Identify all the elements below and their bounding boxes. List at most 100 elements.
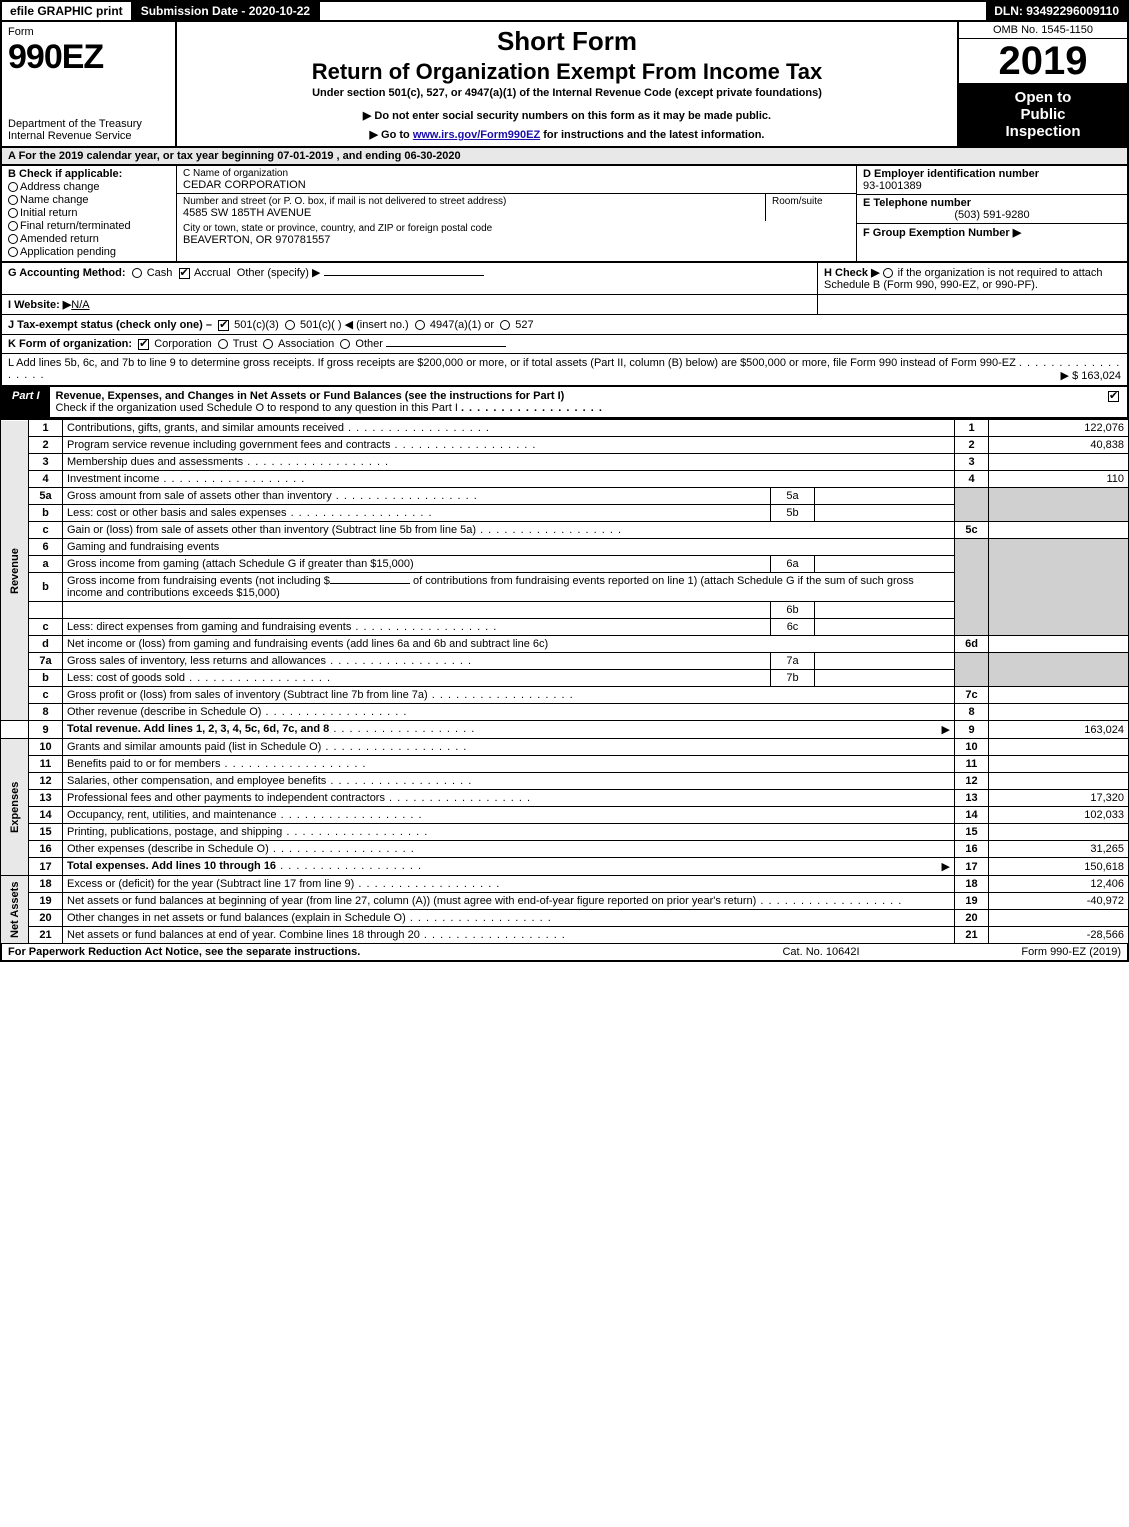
footer-form: Form 990-EZ (2019)	[921, 946, 1121, 958]
c-city-label: City or town, state or province, country…	[183, 223, 850, 234]
line-g: G Accounting Method: Cash Accrual Other …	[2, 263, 817, 294]
meta-rows: G Accounting Method: Cash Accrual Other …	[0, 263, 1129, 387]
chk-final-return[interactable]: Final return/terminated	[8, 220, 170, 232]
line5a-desc: Gross amount from sale of assets other t…	[67, 490, 332, 502]
footer-left: For Paperwork Reduction Act Notice, see …	[8, 946, 721, 958]
line15-val	[989, 824, 1129, 841]
irs-link[interactable]: www.irs.gov/Form990EZ	[413, 129, 540, 141]
chk-trust[interactable]	[218, 339, 228, 349]
line6c-desc: Less: direct expenses from gaming and fu…	[67, 621, 351, 633]
dln-label: DLN: 93492296009110	[986, 2, 1127, 20]
ein-value: 93-1001389	[863, 180, 1121, 192]
line13-val: 17,320	[989, 790, 1129, 807]
chk-4947[interactable]	[415, 320, 425, 330]
line20-val	[989, 910, 1129, 927]
chk-accrual[interactable]	[179, 268, 190, 279]
line5b-desc: Less: cost or other basis and sales expe…	[67, 507, 287, 519]
c-addr-label: Number and street (or P. O. box, if mail…	[183, 196, 759, 207]
telephone-value: (503) 591-9280	[863, 209, 1121, 221]
line21-desc: Net assets or fund balances at end of ye…	[67, 929, 420, 941]
line9-val: 163,024	[989, 721, 1129, 739]
chk-association[interactable]	[263, 339, 273, 349]
dept-irs: Internal Revenue Service	[8, 130, 169, 142]
line6b-val	[815, 602, 955, 619]
line5b-val	[815, 505, 955, 522]
chk-other-org[interactable]	[340, 339, 350, 349]
gross-receipts: ▶ $ 163,024	[1061, 369, 1121, 382]
line6a-val	[815, 556, 955, 573]
chk-amended-return[interactable]: Amended return	[8, 233, 170, 245]
line1-no: 1	[29, 420, 63, 437]
line7a-val	[815, 653, 955, 670]
column-d-e-f: D Employer identification number 93-1001…	[857, 166, 1127, 261]
website-value: N/A	[71, 299, 89, 311]
line6d-val	[989, 636, 1129, 653]
chk-application-pending[interactable]: Application pending	[8, 246, 170, 258]
line14-desc: Occupancy, rent, utilities, and maintena…	[67, 809, 277, 821]
chk-501c[interactable]	[285, 320, 295, 330]
line6-desc: Gaming and fundraising events	[63, 539, 955, 556]
line16-val: 31,265	[989, 841, 1129, 858]
line10-desc: Grants and similar amounts paid (list in…	[67, 741, 321, 753]
line7b-val	[815, 670, 955, 687]
chk-h[interactable]	[883, 268, 893, 278]
line-j: J Tax-exempt status (check only one) – 5…	[2, 315, 1127, 334]
radio-cash[interactable]	[132, 268, 142, 278]
form-word: Form	[8, 26, 169, 38]
chk-527[interactable]	[500, 320, 510, 330]
line11-desc: Benefits paid to or for members	[67, 758, 220, 770]
chk-part1-schedo[interactable]	[1108, 391, 1119, 402]
part1-header: Part I Revenue, Expenses, and Changes in…	[0, 387, 1129, 419]
line16-desc: Other expenses (describe in Schedule O)	[67, 843, 269, 855]
chk-corporation[interactable]	[138, 339, 149, 350]
line4-val: 110	[989, 471, 1129, 488]
tax-year: 2019	[959, 39, 1127, 83]
line-h: H Check ▶ if the organization is not req…	[817, 263, 1127, 294]
dept-treasury: Department of the Treasury	[8, 118, 169, 130]
line19-desc: Net assets or fund balances at beginning…	[67, 895, 756, 907]
line-l: L Add lines 5b, 6c, and 7b to line 9 to …	[2, 354, 1127, 385]
ssn-note: ▶ Do not enter social security numbers o…	[185, 109, 949, 122]
part1-check-note: Check if the organization used Schedule …	[56, 402, 458, 414]
chk-address-change[interactable]: Address change	[8, 181, 170, 193]
line10-val	[989, 739, 1129, 756]
chk-501c3[interactable]	[218, 320, 229, 331]
line5c-val	[989, 522, 1129, 539]
line-k: K Form of organization: Corporation Trus…	[2, 335, 1127, 353]
chk-name-change[interactable]: Name change	[8, 194, 170, 206]
line20-desc: Other changes in net assets or fund bala…	[67, 912, 406, 924]
line8-val	[989, 704, 1129, 721]
line17-val: 150,618	[989, 858, 1129, 876]
line1-val: 122,076	[989, 420, 1129, 437]
line-i: I Website: ▶N/A	[2, 295, 817, 314]
line19-val: -40,972	[989, 893, 1129, 910]
top-bar: efile GRAPHIC print Submission Date - 20…	[0, 0, 1129, 22]
line17-desc: Total expenses. Add lines 10 through 16	[67, 860, 276, 872]
page-footer: For Paperwork Reduction Act Notice, see …	[0, 944, 1129, 962]
line7c-val	[989, 687, 1129, 704]
line14-val: 102,033	[989, 807, 1129, 824]
short-form-title: Short Form	[185, 26, 949, 57]
submission-date: Submission Date - 2020-10-22	[131, 2, 320, 20]
org-name: CEDAR CORPORATION	[183, 179, 850, 191]
line9-desc: Total revenue. Add lines 1, 2, 3, 4, 5c,…	[67, 723, 329, 735]
line3-desc: Membership dues and assessments	[67, 456, 243, 468]
line18-val: 12,406	[989, 876, 1129, 893]
line21-val: -28,566	[989, 927, 1129, 944]
line7c-desc: Gross profit or (loss) from sales of inv…	[67, 689, 428, 701]
line8-desc: Other revenue (describe in Schedule O)	[67, 706, 261, 718]
section-b-c-d: B Check if applicable: Address change Na…	[0, 166, 1129, 263]
line13-desc: Professional fees and other payments to …	[67, 792, 385, 804]
form-number: 990EZ	[8, 38, 169, 77]
e-label: E Telephone number	[863, 197, 1121, 209]
line7b-desc: Less: cost of goods sold	[67, 672, 185, 684]
link-note: ▶ Go to www.irs.gov/Form990EZ for instru…	[185, 128, 949, 141]
f-label: F Group Exemption Number ▶	[863, 227, 1021, 239]
org-address: 4585 SW 185TH AVENUE	[183, 207, 759, 219]
efile-label[interactable]: efile GRAPHIC print	[2, 2, 131, 20]
open-to-public: Open to Public Inspection	[959, 83, 1127, 146]
chk-initial-return[interactable]: Initial return	[8, 207, 170, 219]
c-name-label: C Name of organization	[183, 168, 850, 179]
section-revenue: Revenue	[1, 420, 29, 721]
line12-val	[989, 773, 1129, 790]
